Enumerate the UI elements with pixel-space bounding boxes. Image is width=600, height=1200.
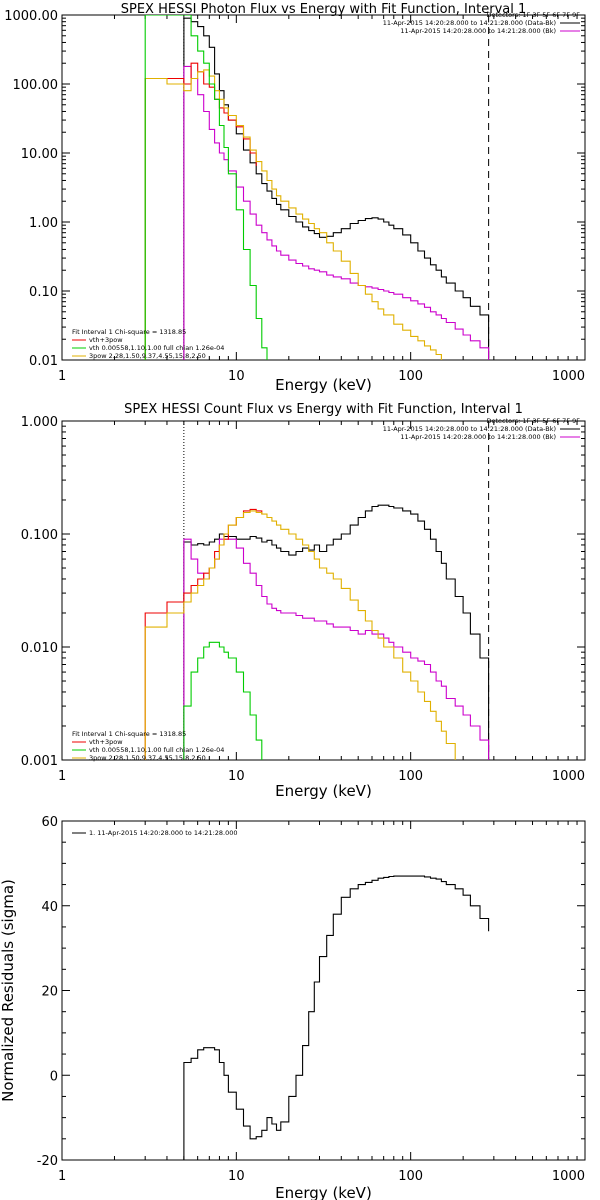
x-tick-label: 1 — [58, 1169, 66, 1184]
y-tick-label: 100.00 — [13, 78, 59, 93]
chart-title: SPEX HESSI Count Flux vs Energy with Fit… — [124, 402, 523, 417]
x-axis-label: Energy (keV) — [275, 782, 372, 800]
x-tick-label: 100 — [398, 1169, 423, 1184]
legend-right-entry: 11-Apr-2015 14:20:28.000 to 14:21:28.000… — [400, 433, 556, 441]
legend-left-entry: Fit Interval 1 Chi-square = 1318.85 — [72, 328, 186, 336]
y-tick-label: 0.001 — [21, 754, 58, 769]
plot-frame — [61, 420, 586, 761]
plot-frame — [61, 14, 586, 361]
y-axis-ticks — [62, 425, 585, 761]
legend-left-entry: vth 0.00558,1.10,1.00 full chian 1.26e-0… — [89, 344, 224, 352]
y-tick-label: 0.100 — [21, 528, 58, 543]
series-line-2 — [183, 533, 490, 760]
detectors-label: Detectors: 1F 3F 5F 6F 7F 9F — [486, 11, 580, 19]
plot-frame — [61, 820, 586, 1161]
y-tick-label: 10.00 — [21, 147, 58, 162]
y-tick-label: 40 — [41, 900, 58, 915]
legend-left-entry: vth+3pow — [89, 738, 123, 746]
chart-title: SPEX HESSI Photon Flux vs Energy with Fi… — [121, 2, 527, 17]
y-tick-label: 1.000 — [21, 415, 58, 430]
series-group — [144, 504, 490, 760]
series-line-2 — [183, 65, 490, 360]
y-axis-ticks — [62, 17, 585, 361]
chart-panel-3: 1 10 100 1000 -20 0 20 40 60 Energy (keV) Normaliz… — [0, 815, 586, 1200]
y-tick-label: 0 — [50, 1069, 58, 1084]
legend-right-entry: 11-Apr-2015 14:20:28.000 to 14:21:28.000… — [400, 27, 556, 35]
y-tick-label: 0.010 — [21, 641, 58, 656]
y-tick-label: 1.00 — [29, 216, 58, 231]
legend-left-entry: Fit Interval 1 Chi-square = 1318.85 — [72, 730, 186, 738]
series-line-3 — [144, 62, 257, 360]
y-axis-ticks — [62, 820, 585, 1161]
series-line-5 — [144, 15, 268, 360]
x-tick-label: 1 — [58, 369, 66, 384]
x-tick-label: 1 — [58, 769, 66, 784]
series-line-4 — [144, 510, 456, 760]
legend-right-entry: 11-Apr-2015 14:20:28.000 to 14:21:28.000… — [383, 19, 556, 27]
legend-left-entry: vth 0.00558,1.10,1.00 full chian 1.26e-0… — [89, 746, 224, 754]
x-axis-label: Energy (keV) — [275, 376, 372, 394]
x-tick-label: 10 — [228, 1169, 245, 1184]
series-line-1 — [183, 504, 490, 760]
x-tick-label: 1000 — [552, 369, 585, 384]
series-line-4 — [144, 69, 442, 360]
chart-panel-1: 1 10 100 1000 0.01 0.10 1.00 10.00 100.00 1000.00… — [4, 2, 586, 394]
chart-panel-2: 1 10 100 1000 0.001 0.010 0.100 1.000 SPEX HESSI… — [21, 402, 586, 800]
x-tick-label: 1000 — [552, 1169, 585, 1184]
series-line-3 — [144, 508, 263, 760]
legend-left-entry: 3pow 2.28,1.50,9.37,4.55,15.8,2.50 — [89, 352, 206, 360]
x-tick-label: 100 — [398, 369, 423, 384]
y-tick-label: 60 — [41, 815, 58, 830]
x-axis-label: Energy (keV) — [275, 1184, 372, 1200]
y-tick-label: 1000.00 — [4, 9, 58, 24]
y-tick-label: 20 — [41, 985, 58, 1000]
x-tick-label: 1000 — [552, 769, 585, 784]
legend-right-entry: 11-Apr-2015 14:20:28.000 to 14:21:28.000… — [383, 425, 556, 433]
y-tick-label: 0.01 — [29, 354, 58, 369]
x-axis-ticks — [61, 15, 578, 360]
series-line-1 — [183, 875, 490, 1160]
y-tick-label: -20 — [37, 1154, 58, 1169]
legend-left-entry: vth+3pow — [89, 336, 123, 344]
x-axis-ticks — [61, 421, 578, 760]
series-line-1 — [183, 17, 490, 360]
x-axis-ticks — [61, 821, 578, 1160]
x-tick-label: 10 — [228, 369, 245, 384]
series-line-5 — [183, 641, 263, 760]
legend-left-entry: 3pow 2.28,1.50,9.37,4.55,15.8,2.50 — [89, 754, 206, 762]
series-group — [183, 875, 490, 1160]
x-tick-label: 10 — [228, 769, 245, 784]
series-group — [144, 15, 490, 360]
legend-left-entry: 1. 11-Apr-2015 14:20:28.000 to 14:21:28.… — [89, 829, 238, 837]
x-tick-label: 100 — [398, 769, 423, 784]
detectors-label: Detectors: 1F 3F 5F 6F 7F 9F — [486, 417, 580, 425]
y-tick-label: 0.10 — [29, 285, 58, 300]
y-axis-label: Normalized Residuals (sigma) — [0, 879, 17, 1102]
